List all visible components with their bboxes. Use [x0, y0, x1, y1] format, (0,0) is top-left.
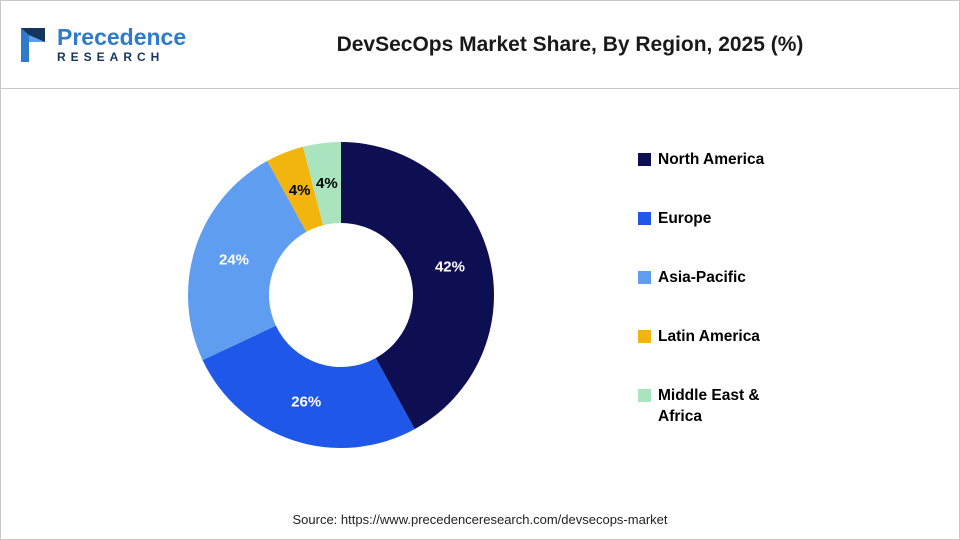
chart-area: 42% 26% 24% 4% 4% North America Europe Asia-Pa… — [1, 89, 959, 539]
donut-chart: 42% 26% 24% 4% 4% — [186, 140, 496, 450]
legend-item-latin-america: Latin America — [638, 326, 780, 385]
legend-label-asia-pacific: Asia-Pacific — [658, 269, 746, 286]
legend-label-europe: Europe — [658, 210, 712, 227]
logo-line1: Precedence — [57, 23, 187, 50]
slice-label-latin-america: 4% — [289, 182, 311, 199]
precedence-research-logo: Precedence RESEARCH — [19, 25, 199, 65]
legend-swatch-middle-east-africa — [638, 389, 651, 402]
chart-legend: North America Europe Asia-Pacific Latin Ame… — [638, 149, 780, 444]
logo-text: Precedence RESEARCH — [57, 25, 186, 65]
donut-slice-latin-america — [267, 146, 324, 232]
legend-item-europe: Europe — [638, 208, 780, 267]
donut-slice-asia-pacific — [188, 160, 307, 361]
donut-slice-middle-east-africa — [302, 142, 341, 226]
legend-label-latin-america: Latin America — [658, 328, 760, 345]
logo-icon — [21, 27, 45, 62]
legend-item-middle-east-africa: Middle East & Africa — [638, 385, 780, 444]
header: Precedence RESEARCH DevSecOps Market Sha… — [1, 1, 959, 89]
slice-label-middle-east-africa: 4% — [316, 175, 338, 192]
legend-swatch-north-america — [638, 153, 651, 166]
legend-item-north-america: North America — [638, 149, 780, 208]
legend-item-asia-pacific: Asia-Pacific — [638, 267, 780, 326]
legend-swatch-asia-pacific — [638, 271, 651, 284]
legend-label-middle-east-africa: Middle East & Africa — [658, 387, 760, 425]
legend-label-north-america: North America — [658, 151, 765, 168]
slice-label-asia-pacific: 24% — [219, 252, 249, 269]
slice-label-europe: 26% — [291, 393, 321, 410]
donut-slice-europe — [202, 325, 415, 448]
donut-slice-north-america — [341, 142, 494, 430]
logo-line2: RESEARCH — [57, 49, 165, 64]
slice-label-north-america: 42% — [435, 259, 465, 276]
legend-swatch-latin-america — [638, 330, 651, 343]
legend-swatch-europe — [638, 212, 651, 225]
page-title: DevSecOps Market Share, By Region, 2025 … — [336, 32, 804, 56]
source-line: Source: https://www.precedenceresearch.c… — [292, 512, 668, 527]
